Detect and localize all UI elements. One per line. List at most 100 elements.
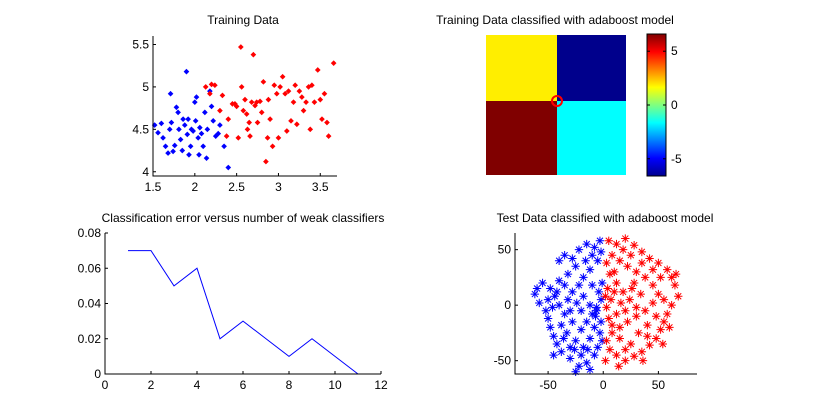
test-point-red <box>632 267 641 277</box>
test-point-blue <box>579 343 588 352</box>
test-point-red <box>648 280 658 290</box>
training-point-red <box>207 90 213 97</box>
training-point-blue <box>158 120 165 127</box>
test-point-red <box>671 269 681 279</box>
test-point-blue <box>597 336 607 345</box>
training-point-red <box>258 109 265 116</box>
test-point-blue <box>546 284 555 293</box>
test-point-red <box>645 340 654 350</box>
test-point-blue <box>582 239 591 249</box>
test-point-blue <box>565 343 575 352</box>
colorbar-tick-label: -5 <box>671 152 682 166</box>
error-xtick-label: 0 <box>102 378 109 392</box>
test-point-blue <box>576 325 586 334</box>
classified-quadrant-r0-c1 <box>557 35 626 101</box>
training-point-red <box>212 82 218 89</box>
training-point-red <box>242 96 248 103</box>
error-axes <box>104 233 381 375</box>
test-point-red <box>601 356 610 365</box>
test-point-red <box>625 295 634 304</box>
training-point-blue <box>167 90 174 97</box>
test-point-red <box>605 269 615 279</box>
training-point-red <box>240 107 247 114</box>
test-point-red <box>607 320 617 330</box>
training-xtick-label: 3 <box>275 180 282 194</box>
error-xtick-label: 6 <box>240 378 247 392</box>
test-point-red <box>637 347 647 356</box>
test-point-blue <box>559 334 568 343</box>
training-point-red <box>264 134 271 141</box>
training-point-blue <box>204 126 211 133</box>
test-point-blue <box>568 287 577 297</box>
test-point-blue <box>557 347 566 356</box>
test-point-red <box>648 265 658 274</box>
test-point-red <box>637 247 647 257</box>
training-point-red <box>324 119 330 126</box>
training-point-red <box>223 133 230 139</box>
test-point-red <box>615 334 624 343</box>
training-point-blue <box>168 119 175 126</box>
test-ytick-label: 50 <box>498 243 512 257</box>
test-point-blue <box>532 284 542 293</box>
test-point-red <box>658 339 668 349</box>
test-point-blue <box>596 295 606 304</box>
training-point-blue <box>177 136 184 143</box>
training-point-blue <box>179 147 186 154</box>
test-point-red <box>659 317 669 327</box>
test-point-red <box>632 312 641 321</box>
classified-quadrant-r0-c0 <box>486 35 557 101</box>
training-point-blue <box>210 118 217 124</box>
test-point-blue <box>557 320 566 330</box>
test-point-red <box>636 289 645 299</box>
training-point-red <box>267 116 273 122</box>
training-point-red <box>246 119 253 126</box>
test-point-red <box>602 336 611 345</box>
test-point-blue <box>563 295 573 304</box>
test-point-red <box>674 292 683 301</box>
training-point-red <box>330 60 337 66</box>
training-point-red <box>275 134 282 141</box>
test-point-blue <box>595 236 605 245</box>
test-point-red <box>656 273 665 282</box>
training-point-blue <box>200 143 207 150</box>
training-point-red <box>257 98 263 105</box>
training-point-blue <box>183 68 190 75</box>
training-point-red <box>273 90 280 97</box>
training-point-red <box>300 107 307 114</box>
training-point-blue <box>162 143 169 150</box>
test-point-blue <box>552 287 562 297</box>
test-point-red <box>634 328 643 338</box>
training-point-blue <box>185 116 191 122</box>
training-point-blue <box>217 122 223 128</box>
test-point-blue <box>541 306 551 315</box>
test-point-red <box>612 350 621 360</box>
test-point-red <box>623 262 632 271</box>
error-xtick-label: 2 <box>148 378 155 392</box>
training-point-red <box>271 82 278 89</box>
classified-quadrants <box>486 35 626 175</box>
test-point-blue <box>582 317 591 327</box>
training-point-red <box>288 118 294 124</box>
error-ytick-label: 0.08 <box>78 226 102 240</box>
test-point-blue <box>597 278 607 288</box>
test-panel: Test Data classified with adaboost model… <box>494 211 714 392</box>
test-point-blue <box>571 262 580 271</box>
training-point-red <box>325 133 332 139</box>
test-point-blue <box>565 354 575 363</box>
training-point-blue <box>166 126 173 133</box>
test-point-blue <box>579 273 588 282</box>
test-point-red <box>626 251 636 260</box>
training-point-red <box>283 128 290 134</box>
test-point-red <box>605 345 615 354</box>
test-point-red <box>621 306 630 315</box>
test-point-red <box>612 309 621 319</box>
training-point-blue <box>193 94 200 100</box>
error-xtick-label: 8 <box>286 378 293 392</box>
test-point-red <box>648 298 658 308</box>
training-point-red <box>225 116 232 122</box>
test-point-red <box>654 289 663 299</box>
test-point-blue <box>590 323 599 332</box>
test-point-blue <box>574 362 584 371</box>
training-point-red <box>250 51 257 58</box>
test-point-blue <box>590 243 599 252</box>
